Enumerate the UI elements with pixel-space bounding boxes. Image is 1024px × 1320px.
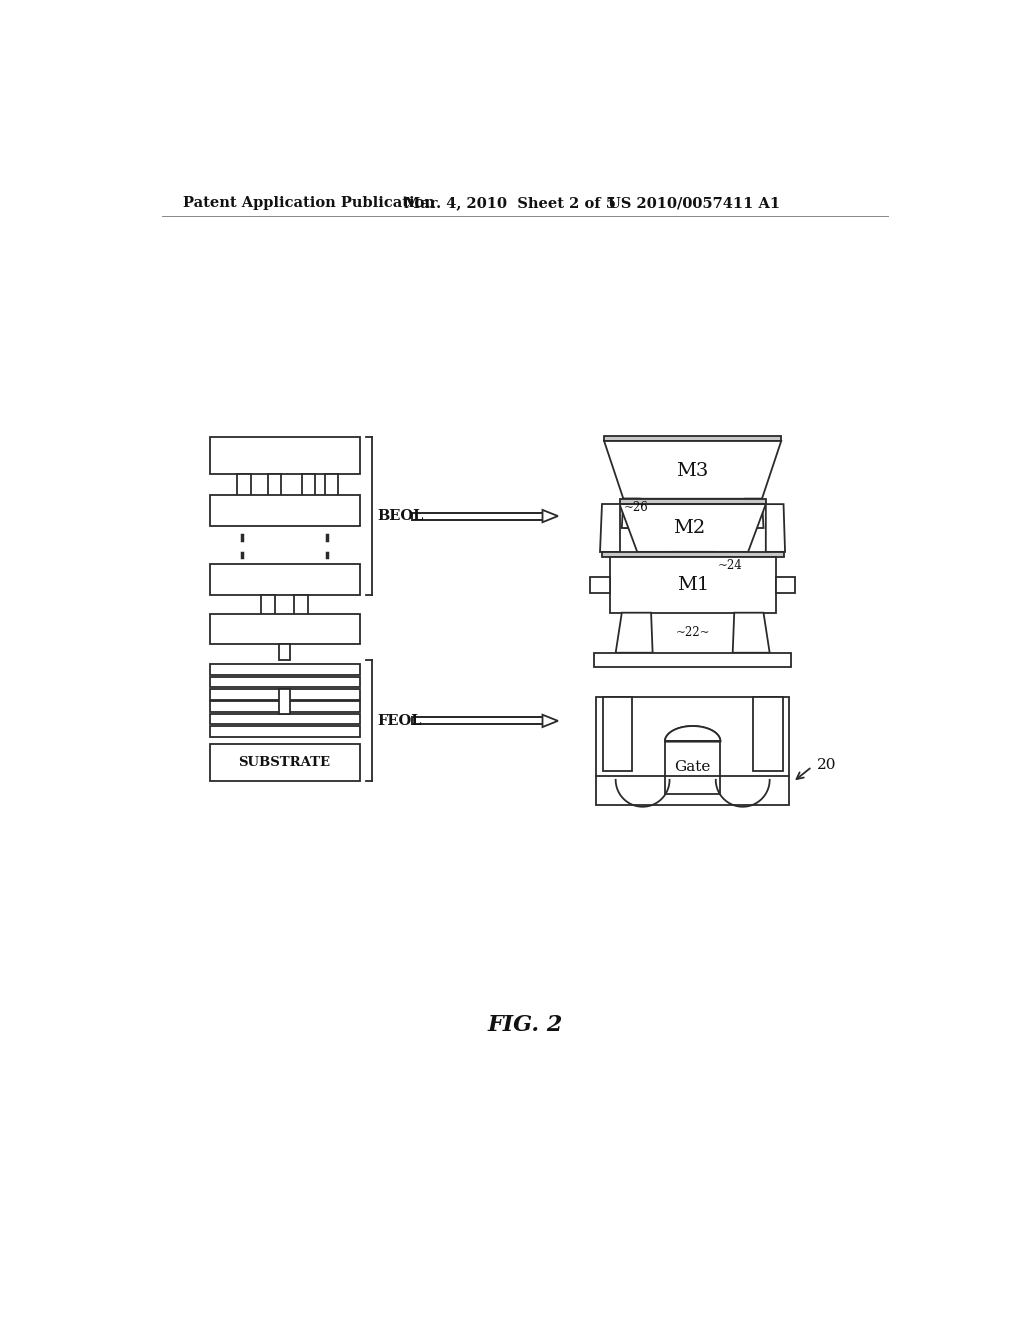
Bar — [210, 714, 360, 725]
Polygon shape — [543, 714, 558, 727]
Bar — [413, 512, 543, 520]
Text: FIG. 2: FIG. 2 — [487, 1014, 562, 1036]
Bar — [665, 742, 720, 793]
Text: SUBSTRATE: SUBSTRATE — [239, 756, 331, 770]
Text: ~22~: ~22~ — [676, 626, 710, 639]
Polygon shape — [766, 504, 785, 552]
Text: ~26: ~26 — [624, 502, 648, 515]
Bar — [325, 474, 339, 499]
Text: M3: M3 — [677, 462, 709, 480]
Polygon shape — [543, 510, 558, 523]
Bar — [776, 577, 795, 594]
Text: FEOL: FEOL — [378, 714, 422, 727]
Bar — [210, 726, 360, 737]
Bar — [267, 474, 282, 499]
Bar — [754, 697, 782, 771]
Bar — [280, 644, 290, 660]
Bar — [590, 577, 609, 594]
Polygon shape — [600, 504, 620, 552]
Polygon shape — [733, 612, 770, 653]
Text: M1: M1 — [677, 576, 709, 594]
Polygon shape — [622, 499, 640, 528]
Polygon shape — [604, 441, 781, 499]
Text: ~24: ~24 — [717, 560, 742, 573]
Bar — [604, 436, 781, 441]
Text: Patent Application Publication: Patent Application Publication — [183, 197, 435, 210]
Bar — [210, 564, 360, 595]
Bar — [301, 474, 315, 499]
Bar — [210, 614, 360, 644]
Bar — [210, 437, 360, 474]
Text: Gate: Gate — [675, 760, 711, 775]
Text: BEOL: BEOL — [378, 510, 424, 523]
Polygon shape — [665, 726, 720, 742]
Bar — [602, 697, 632, 771]
Bar — [620, 499, 766, 504]
Bar — [210, 689, 360, 700]
Polygon shape — [615, 612, 652, 653]
Bar — [237, 474, 251, 499]
Bar — [210, 701, 360, 711]
Text: M2: M2 — [673, 519, 705, 537]
Polygon shape — [745, 499, 764, 528]
Bar — [294, 595, 307, 616]
Bar — [210, 677, 360, 688]
Text: 20: 20 — [817, 758, 837, 772]
Polygon shape — [620, 504, 766, 552]
Bar — [602, 552, 783, 557]
Polygon shape — [609, 557, 776, 612]
Bar — [280, 689, 290, 714]
Polygon shape — [671, 552, 714, 579]
Bar — [210, 495, 360, 525]
Bar — [594, 653, 792, 667]
Bar — [210, 744, 360, 781]
Polygon shape — [624, 499, 639, 528]
Bar — [413, 718, 543, 725]
Bar — [210, 664, 360, 675]
Bar — [596, 697, 788, 805]
Text: US 2010/0057411 A1: US 2010/0057411 A1 — [608, 197, 780, 210]
Text: Mar. 4, 2010  Sheet 2 of 5: Mar. 4, 2010 Sheet 2 of 5 — [403, 197, 615, 210]
Bar — [261, 595, 275, 616]
